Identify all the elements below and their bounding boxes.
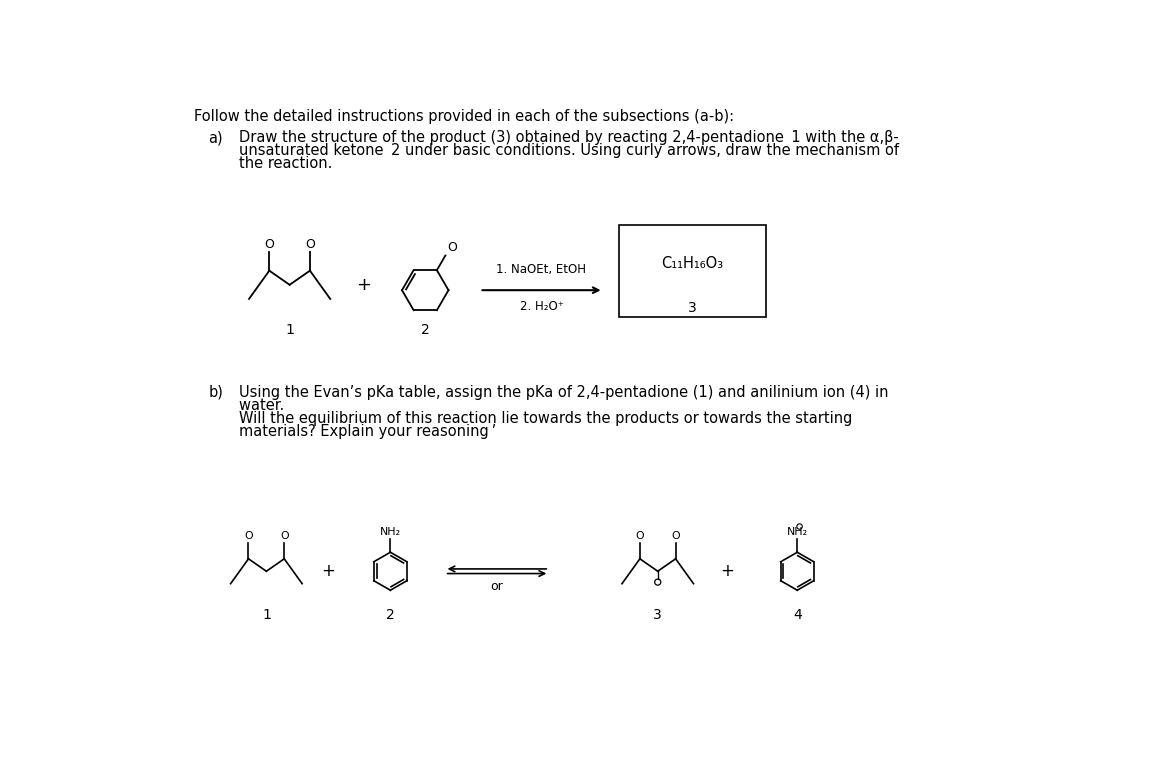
Text: a): a) xyxy=(208,130,222,145)
Text: O: O xyxy=(672,531,680,541)
Text: C₁₁H₁₆O₃: C₁₁H₁₆O₃ xyxy=(661,256,724,271)
Text: 2: 2 xyxy=(386,608,394,622)
Text: Using the Evan’s pKa table, assign the pKa of 2,4-pentadione (1) and anilinium i: Using the Evan’s pKa table, assign the p… xyxy=(239,385,889,400)
Text: 3: 3 xyxy=(688,301,697,315)
Text: NH₂: NH₂ xyxy=(380,527,401,537)
Text: 1. NaOEt, EtOH: 1. NaOEt, EtOH xyxy=(496,264,586,276)
Text: or: or xyxy=(490,579,503,593)
Text: Draw the structure of the product (3) obtained by reacting 2,4-pentadione  1 wit: Draw the structure of the product (3) ob… xyxy=(239,130,899,145)
Text: O: O xyxy=(280,531,289,541)
Text: O: O xyxy=(305,238,315,251)
Text: unsaturated ketone  2 under basic conditions. Using curly arrows, draw the mecha: unsaturated ketone 2 under basic conditi… xyxy=(239,143,900,158)
Text: O: O xyxy=(447,241,456,254)
Text: O: O xyxy=(245,531,253,541)
Text: the reaction.: the reaction. xyxy=(239,156,332,171)
Text: O: O xyxy=(635,531,645,541)
Text: O: O xyxy=(264,238,274,251)
Text: Will the equilibrium of this reaction lie towards the products or towards the st: Will the equilibrium of this reaction li… xyxy=(239,411,853,426)
Text: Follow the detailed instructions provided in each of the subsections (a-b):: Follow the detailed instructions provide… xyxy=(194,109,735,124)
Text: +: + xyxy=(322,562,336,580)
Bar xyxy=(619,224,766,317)
Text: +: + xyxy=(721,562,735,580)
Text: materials? Explain your reasoning ʼ: materials? Explain your reasoning ʼ xyxy=(239,424,496,439)
Text: 1: 1 xyxy=(262,608,270,622)
Text: NH₂: NH₂ xyxy=(786,527,807,537)
Text: b): b) xyxy=(208,385,223,400)
Text: 1: 1 xyxy=(285,323,294,337)
Text: 2. H₂O⁺: 2. H₂O⁺ xyxy=(519,300,564,314)
Text: +: + xyxy=(356,276,371,294)
Text: 4: 4 xyxy=(793,608,801,622)
Text: water.: water. xyxy=(239,398,288,413)
Text: 2: 2 xyxy=(421,323,429,337)
Text: 3: 3 xyxy=(653,608,662,622)
